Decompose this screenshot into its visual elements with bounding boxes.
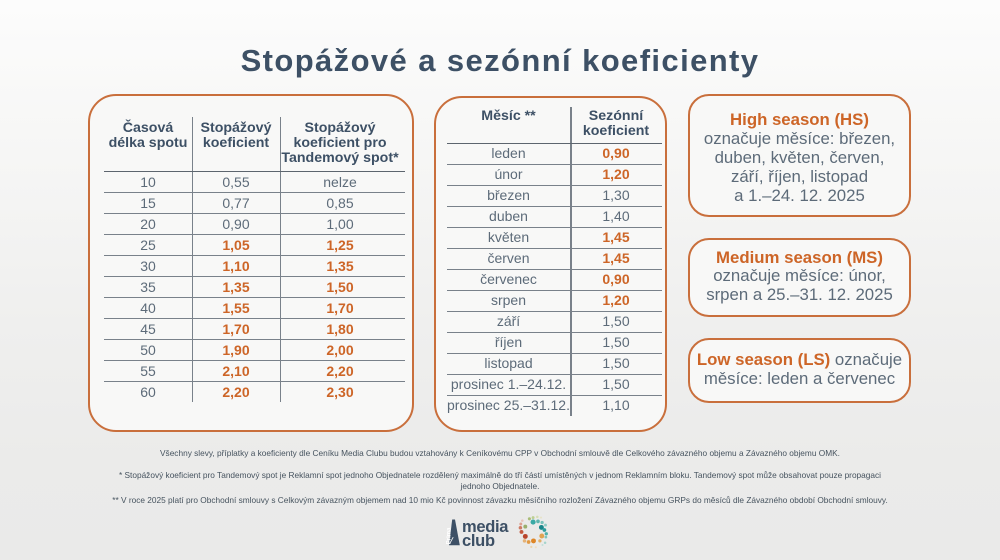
svg-text:media: media [462, 518, 509, 536]
svg-text:Prima: Prima [447, 527, 453, 544]
svg-text:club: club [462, 532, 495, 550]
